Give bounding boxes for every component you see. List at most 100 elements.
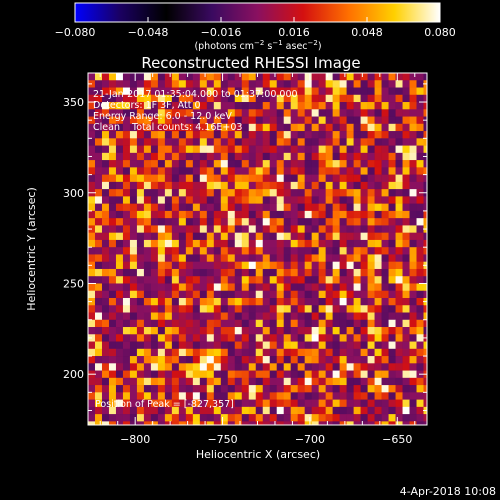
heatmap-cell <box>318 392 326 400</box>
heatmap-cell <box>227 341 236 350</box>
heatmap-cell <box>283 247 291 255</box>
heatmap-cell <box>255 290 264 299</box>
y-axis-title: Heliocentric Y (arcsec) <box>25 187 38 311</box>
heatmap-cell <box>115 80 124 88</box>
heatmap-cell <box>374 297 382 306</box>
heatmap-cell <box>192 377 201 386</box>
heatmap-cell <box>381 385 389 393</box>
heatmap-cell <box>234 319 243 328</box>
heatmap-cell <box>143 421 152 426</box>
heatmap-cell <box>360 392 368 400</box>
heatmap-cell <box>206 327 215 335</box>
heatmap-cell <box>241 305 250 313</box>
heatmap-cell <box>304 232 312 241</box>
heatmap-cell <box>374 196 382 204</box>
heatmap-cell <box>94 370 103 379</box>
heatmap-cell <box>185 297 194 306</box>
heatmap-cell <box>164 377 173 386</box>
heatmap-cell <box>248 290 257 299</box>
heatmap-cell <box>360 203 368 212</box>
heatmap-cell <box>255 341 264 350</box>
heatmap-cell <box>339 109 347 117</box>
heatmap-cell <box>269 160 278 168</box>
heatmap-cell <box>262 138 271 146</box>
heatmap-cell <box>416 102 424 110</box>
heatmap-cell <box>388 94 396 103</box>
heatmap-cell <box>255 225 264 233</box>
heatmap-cell <box>290 218 298 226</box>
heatmap-cell <box>367 377 375 386</box>
heatmap-cell <box>262 189 271 197</box>
heatmap-cell <box>220 181 229 190</box>
heatmap-cell <box>416 131 424 139</box>
heatmap-cell <box>269 305 278 313</box>
heatmap-cell <box>402 261 410 270</box>
heatmap-cell <box>304 341 312 350</box>
heatmap-cell <box>220 312 229 321</box>
heatmap-cell <box>213 109 222 117</box>
heatmap-cell <box>276 247 285 255</box>
heatmap-cell <box>269 189 278 197</box>
heatmap-cell <box>325 181 333 190</box>
heatmap-cell <box>367 160 375 168</box>
heatmap-cell <box>262 218 271 226</box>
heatmap-cell <box>262 341 271 350</box>
heatmap-cell <box>409 348 417 357</box>
heatmap-cell <box>262 160 271 168</box>
heatmap-cell <box>297 348 305 357</box>
heatmap-cell <box>88 181 96 190</box>
heatmap-cell <box>374 254 382 262</box>
heatmap-cell <box>367 334 375 342</box>
heatmap-cell <box>311 290 319 299</box>
heatmap-cell <box>94 131 103 139</box>
heatmap-cell <box>325 123 333 132</box>
heatmap-cell <box>94 399 103 408</box>
heatmap-cell <box>115 370 124 379</box>
heatmap-cell <box>255 377 264 386</box>
heatmap-cell <box>346 319 354 328</box>
heatmap-cell <box>353 406 361 415</box>
heatmap-cell <box>353 152 361 161</box>
heatmap-cell <box>192 356 201 364</box>
heatmap-cell <box>255 160 264 168</box>
heatmap-cell <box>192 196 201 204</box>
heatmap-cell <box>122 276 131 284</box>
colorbar-ticks: −0.080 −0.048 −0.016 0.016 0.048 0.080 <box>55 17 456 39</box>
heatmap-cell <box>297 80 305 88</box>
heatmap-cell <box>353 290 361 299</box>
heatmap-cell <box>248 239 257 248</box>
heatmap-cell <box>171 421 180 426</box>
heatmap-cell <box>402 414 410 422</box>
heatmap-cell <box>276 225 285 233</box>
heatmap-cell <box>185 276 194 284</box>
heatmap-cell <box>402 167 410 175</box>
heatmap-cell <box>360 167 368 175</box>
heatmap-cell <box>192 283 201 292</box>
heatmap-cell <box>255 138 264 146</box>
heatmap-cell <box>143 414 152 422</box>
colorbar-tick-label: −0.048 <box>128 26 169 39</box>
heatmap-cell <box>360 356 368 364</box>
heatmap-cell <box>367 276 375 284</box>
heatmap-cell <box>262 210 271 219</box>
heatmap-cell <box>283 297 291 306</box>
heatmap-cell <box>325 356 333 364</box>
heatmap-cell <box>129 210 138 219</box>
heatmap-cell <box>199 247 208 255</box>
heatmap-cell <box>220 174 229 183</box>
heatmap-cell <box>248 356 257 364</box>
heatmap-cell <box>346 305 354 313</box>
heatmap-cell <box>199 102 208 110</box>
heatmap-cell <box>157 370 166 379</box>
heatmap-cell <box>185 109 194 117</box>
heatmap-cell <box>283 160 291 168</box>
heatmap-cell <box>346 239 354 248</box>
heatmap-cell <box>150 341 159 350</box>
heatmap-cell <box>283 341 291 350</box>
heatmap-cell <box>101 421 110 426</box>
heatmap-cell <box>318 421 326 426</box>
heatmap-cell <box>297 102 305 110</box>
heatmap-cell <box>213 370 222 379</box>
heatmap-cell <box>164 167 173 175</box>
heatmap-cell <box>220 131 229 139</box>
